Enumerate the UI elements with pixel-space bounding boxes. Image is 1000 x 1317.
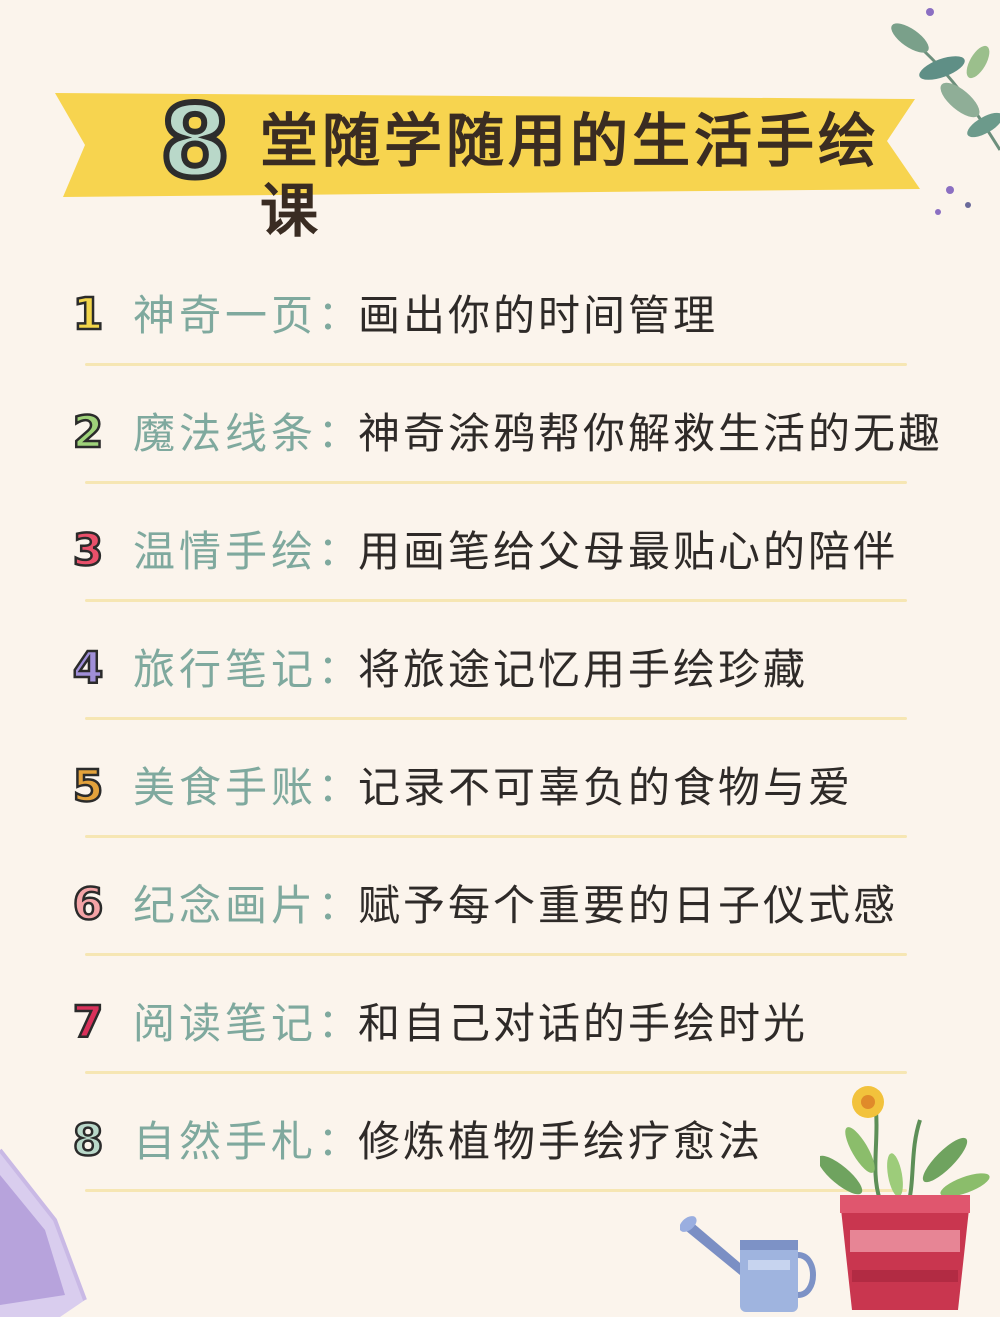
divider bbox=[85, 363, 907, 366]
item-number: 2 bbox=[71, 406, 104, 460]
item-category: 魔法线条 bbox=[133, 409, 318, 458]
item-category: 旅行笔记 bbox=[133, 645, 318, 694]
list-item: 5 美食手账 ： 记录不可辜负的食物与爱 bbox=[0, 737, 1000, 855]
item-colon: ： bbox=[318, 883, 358, 929]
divider bbox=[85, 835, 907, 838]
item-colon: ： bbox=[318, 1119, 358, 1165]
item-category: 阅读笔记 bbox=[133, 999, 318, 1048]
item-description: 画出你的时间管理 bbox=[358, 291, 719, 340]
item-category: 神奇一页 bbox=[133, 291, 318, 340]
item-number: 4 bbox=[71, 642, 104, 696]
item-description: 神奇涂鸦帮你解救生活的无趣 bbox=[358, 409, 944, 458]
watering-can-icon bbox=[680, 1216, 816, 1312]
leaf-branch-icon bbox=[891, 8, 1000, 215]
item-number: 1 bbox=[71, 288, 104, 342]
item-colon: ： bbox=[318, 529, 358, 575]
pouch-icon bbox=[0, 1148, 87, 1317]
list-item: 1 神奇一页 ： 画出你的时间管理 bbox=[0, 265, 1000, 383]
list-item: 7 阅读笔记 ： 和自己对话的手绘时光 bbox=[0, 973, 1000, 1091]
list-item: 4 旅行笔记 ： 将旅途记忆用手绘珍藏 bbox=[0, 619, 1000, 737]
page-title: 堂随学随用的生活手绘课 bbox=[260, 107, 881, 245]
item-category: 自然手札 bbox=[133, 1117, 318, 1166]
item-colon: ： bbox=[318, 765, 358, 811]
item-colon: ： bbox=[318, 411, 358, 457]
list-item: 8 自然手札 ： 修炼植物手绘疗愈法 bbox=[0, 1091, 1000, 1209]
item-number: 7 bbox=[71, 996, 104, 1050]
divider bbox=[85, 1071, 907, 1074]
item-description: 赋予每个重要的日子仪式感 bbox=[358, 881, 899, 930]
banner-ribbon-icon bbox=[55, 93, 920, 197]
item-category: 美食手账 bbox=[133, 763, 318, 812]
item-description: 修炼植物手绘疗愈法 bbox=[358, 1117, 764, 1166]
item-number: 8 bbox=[71, 1114, 104, 1168]
item-description: 用画笔给父母最贴心的陪伴 bbox=[358, 527, 899, 576]
item-number: 5 bbox=[71, 760, 104, 814]
item-description: 记录不可辜负的食物与爱 bbox=[358, 763, 854, 812]
list-item: 6 纪念画片 ： 赋予每个重要的日子仪式感 bbox=[0, 855, 1000, 973]
title-number: 8 bbox=[157, 83, 233, 200]
item-colon: ： bbox=[318, 293, 358, 339]
item-colon: ： bbox=[318, 1001, 358, 1047]
item-category: 温情手绘 bbox=[133, 527, 318, 576]
divider bbox=[85, 717, 907, 720]
title-banner: 8 堂随学随用的生活手绘课 bbox=[55, 83, 920, 245]
divider bbox=[85, 481, 907, 484]
divider bbox=[85, 953, 907, 956]
item-description: 和自己对话的手绘时光 bbox=[358, 999, 809, 1048]
list-item: 3 温情手绘 ： 用画笔给父母最贴心的陪伴 bbox=[0, 501, 1000, 619]
flower-pot-icon bbox=[820, 1086, 990, 1310]
item-number: 3 bbox=[71, 524, 104, 578]
item-colon: ： bbox=[318, 647, 358, 693]
divider bbox=[85, 1189, 907, 1192]
divider bbox=[85, 599, 907, 602]
list-item: 2 魔法线条 ： 神奇涂鸦帮你解救生活的无趣 bbox=[0, 383, 1000, 501]
item-category: 纪念画片 bbox=[133, 881, 318, 930]
item-number: 6 bbox=[71, 878, 104, 932]
item-description: 将旅途记忆用手绘珍藏 bbox=[358, 645, 809, 694]
